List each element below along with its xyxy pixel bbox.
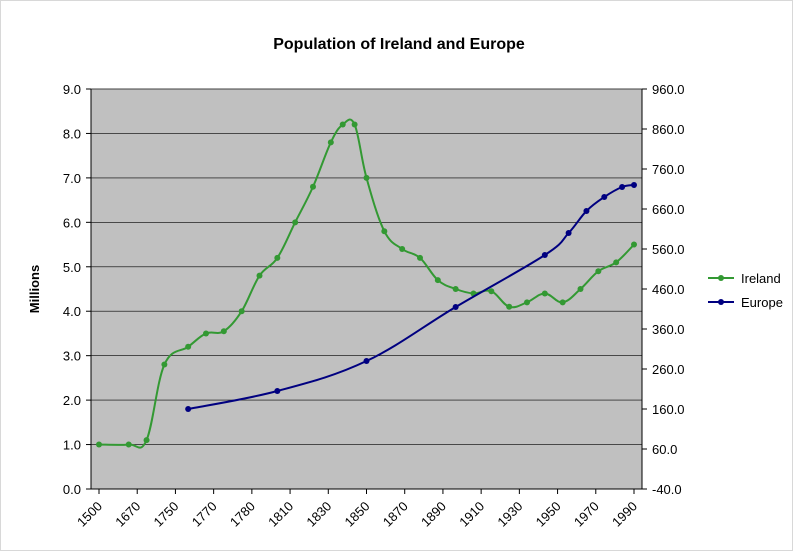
ireland-data-point (125, 441, 132, 448)
ireland-data-point (274, 254, 281, 261)
ireland-data-point (256, 272, 263, 279)
ireland-data-point (161, 361, 168, 368)
left-axis: 0.0 1.0 2.0 3.0 4.0 5.0 6.0 7.0 8.0 9.0 (63, 82, 92, 497)
left-tick-label: 4.0 (63, 304, 81, 319)
x-tick-label: 1990 (609, 499, 640, 530)
x-tick-label: 1890 (418, 499, 449, 530)
left-tick-label: 3.0 (63, 349, 81, 364)
ireland-data-point (238, 308, 245, 315)
plot-area (90, 88, 643, 490)
ireland-data-point (631, 241, 637, 248)
x-tick-label: 1870 (380, 499, 411, 530)
left-tick-label: 6.0 (63, 215, 81, 230)
y-axis-label-left: Millions (27, 265, 42, 313)
legend-europe-label: Europe (741, 295, 783, 310)
ireland-data-point (310, 183, 316, 190)
left-tick-label: 7.0 (63, 171, 81, 186)
right-tick-label: 860.0 (652, 122, 685, 137)
x-tick-label: 1830 (303, 499, 334, 530)
ireland-data-point (452, 286, 459, 292)
ireland-data-point (96, 441, 102, 448)
x-tick-label: 1930 (494, 499, 525, 530)
europe-data-point (565, 230, 572, 236)
ireland-data-point (506, 303, 513, 310)
right-tick-label: 160.0 (652, 402, 685, 417)
right-axis: -40.0 60.0 160.0 260.0 360.0 460.0 560.0 660.0 7… (641, 82, 685, 497)
left-tick-label: 5.0 (63, 260, 81, 275)
left-tick-label: 8.0 (63, 126, 81, 141)
ireland-data-point (559, 299, 566, 306)
ireland-data-point (185, 343, 192, 350)
europe-data-point (274, 388, 281, 394)
right-tick-label: -40.0 (652, 482, 682, 497)
x-axis: 1500 1670 1750 1770 1780 1810 1830 1850 1870 1890… (74, 488, 642, 530)
legend-ireland-label: Ireland (741, 271, 781, 286)
europe-data-point (619, 184, 626, 190)
ireland-data-point (143, 437, 150, 444)
europe-data-point (185, 406, 192, 412)
x-tick-label: 1750 (150, 499, 181, 530)
right-tick-label: 660.0 (652, 202, 685, 217)
right-tick-label: 360.0 (652, 322, 685, 337)
europe-data-point (452, 304, 459, 310)
europe-data-point (631, 182, 637, 188)
ireland-data-point (327, 139, 334, 146)
x-tick-label: 1970 (571, 499, 602, 530)
x-tick-label: 1810 (265, 499, 296, 530)
europe-data-point (541, 252, 548, 258)
ireland-data-point (417, 254, 423, 261)
x-tick-label: 1910 (456, 499, 487, 530)
ireland-data-point (292, 219, 299, 226)
x-tick-label: 1670 (112, 499, 143, 530)
europe-data-point (363, 358, 370, 364)
x-tick-label: 1500 (74, 499, 105, 530)
ireland-data-point (381, 228, 388, 235)
ireland-data-point (577, 286, 584, 292)
x-tick-label: 1850 (342, 499, 373, 530)
right-tick-label: 760.0 (652, 162, 685, 177)
right-tick-label: 460.0 (652, 282, 685, 297)
europe-data-point (601, 194, 608, 200)
legend-ireland-marker (718, 275, 724, 281)
ireland-data-point (363, 174, 370, 181)
ireland-data-point (613, 259, 620, 266)
x-tick-label: 1950 (533, 499, 564, 530)
europe-data-point (583, 208, 590, 214)
legend: Ireland Europe (708, 271, 783, 310)
left-tick-label: 2.0 (63, 393, 81, 408)
ireland-data-point (203, 330, 209, 337)
ireland-data-point (434, 277, 441, 284)
ireland-data-point (595, 268, 602, 275)
chart-title: Population of Ireland and Europe (273, 36, 525, 53)
right-tick-label: 960.0 (652, 82, 685, 97)
left-tick-label: 9.0 (63, 82, 81, 97)
right-tick-label: 60.0 (652, 442, 677, 457)
ireland-data-point (339, 121, 346, 128)
right-tick-label: 260.0 (652, 362, 685, 377)
left-tick-label: 1.0 (63, 438, 81, 453)
series-layer (96, 118, 637, 449)
ireland-data-point (488, 288, 495, 295)
x-tick-label: 1770 (189, 499, 220, 530)
gridlines (91, 88, 642, 445)
ireland-data-point (524, 299, 530, 306)
ireland-data-point (351, 121, 358, 128)
left-tick-label: 0.0 (63, 482, 81, 497)
ireland-data-point (220, 328, 227, 335)
right-tick-label: 560.0 (652, 242, 685, 257)
x-tick-label: 1780 (227, 499, 258, 530)
ireland-data-point (399, 246, 406, 252)
legend-europe-marker (718, 299, 724, 305)
ireland-data-point (541, 290, 548, 297)
